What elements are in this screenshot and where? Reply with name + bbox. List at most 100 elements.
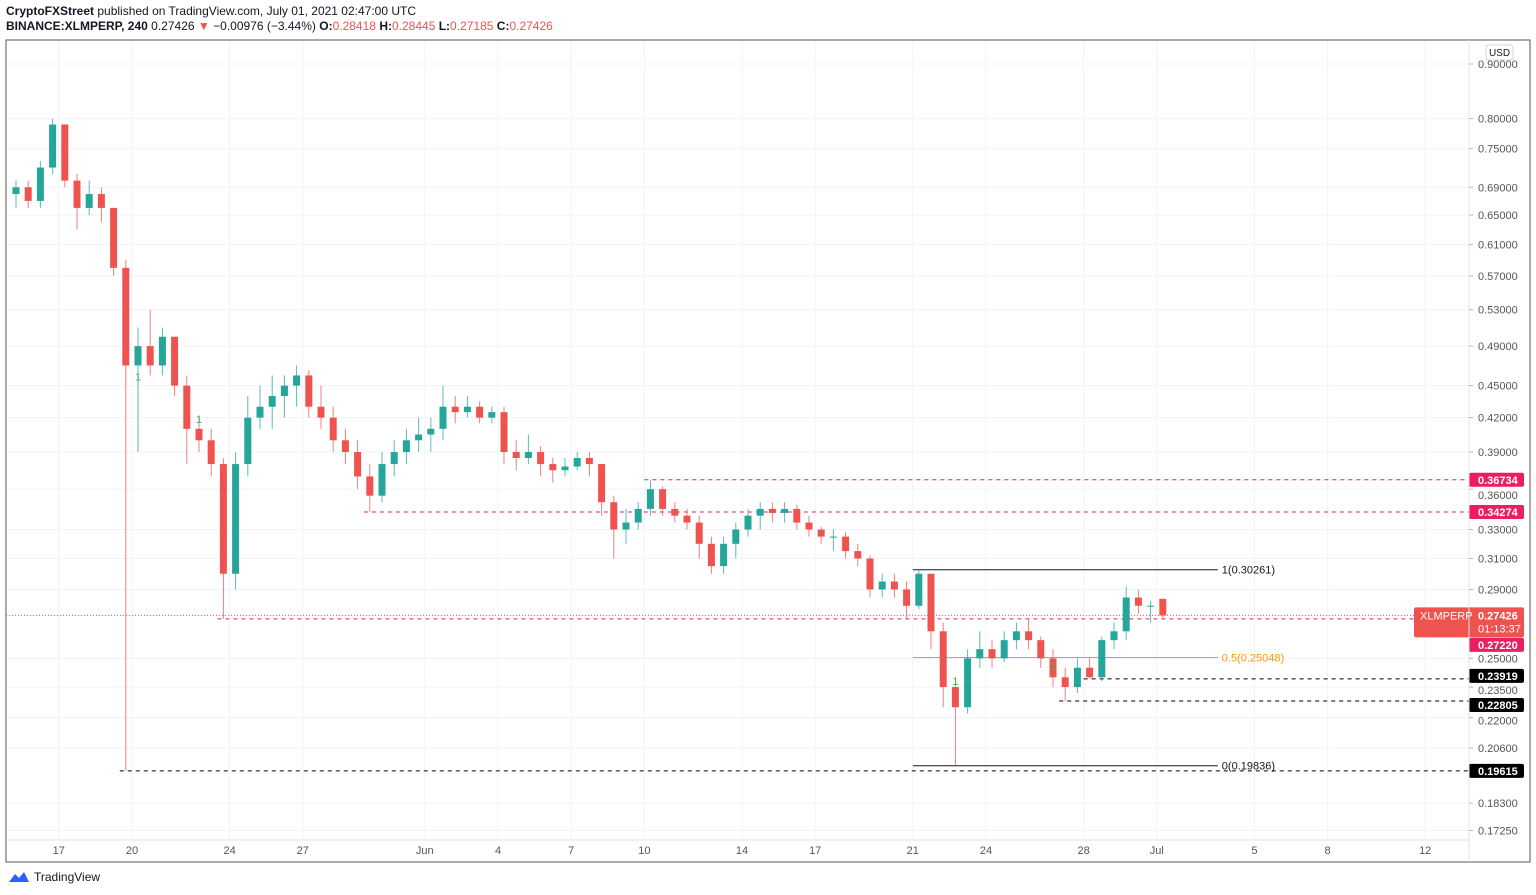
price-tick-label: 0.69000 (1478, 182, 1518, 194)
time-tick-label: 7 (568, 845, 574, 857)
candle-down (866, 558, 874, 590)
candle-up (256, 406, 264, 418)
candle-up (134, 346, 142, 366)
candle-down (512, 452, 520, 459)
price-tick-label: 0.18300 (1478, 798, 1518, 810)
level-price-badge (1469, 668, 1524, 683)
candle-down (537, 452, 545, 465)
low-value: 0.27185 (450, 19, 494, 33)
candle-down (842, 536, 850, 552)
candle-down (610, 502, 618, 530)
candle-up (1098, 640, 1106, 678)
price-tick-label: 0.39000 (1478, 447, 1518, 459)
time-tick-label: 24 (980, 845, 992, 857)
markers: 1 1 1 1 (135, 371, 1056, 688)
candle-up (232, 464, 240, 574)
level-price-badge (1469, 637, 1524, 652)
candle-down (341, 440, 349, 453)
candle-down (1025, 631, 1033, 641)
candle-up (829, 536, 837, 538)
time-tick-label: 24 (223, 845, 235, 857)
grid (6, 40, 1469, 840)
symbol-name[interactable]: BINANCE:XLMPERP, 240 (6, 19, 148, 33)
candle-down (219, 464, 227, 574)
price-tick-label: 0.75000 (1478, 144, 1518, 156)
horizontal-levels (6, 479, 1469, 772)
candle-up (1012, 631, 1020, 641)
level-price-label: 0.34274 (1478, 507, 1519, 519)
candle-down (329, 417, 337, 441)
candle-up (415, 434, 423, 441)
candle-up (634, 508, 642, 523)
candle-down (24, 187, 32, 201)
candle-up (488, 412, 496, 418)
candle-up (720, 543, 728, 567)
candle-up (402, 440, 410, 453)
candle-up (976, 649, 984, 659)
last-price: 0.27426 (151, 19, 195, 33)
price-tick-label: 0.65000 (1478, 210, 1518, 222)
candle-down (97, 194, 105, 208)
currency-label: USD (1489, 48, 1510, 59)
candle-down (1159, 598, 1167, 616)
candle-up (732, 529, 740, 544)
level-price-badge (1469, 472, 1524, 487)
time-tick-label: 28 (1077, 845, 1089, 857)
candle-up (878, 581, 886, 590)
brand-name: TradingView (34, 870, 101, 884)
candle-down (171, 336, 179, 386)
tradingview-logo[interactable]: TradingView (8, 870, 100, 884)
candle-down (1061, 677, 1069, 688)
open-label: O: (319, 19, 333, 33)
candle-down (598, 464, 606, 503)
current-price-label: 0.27426 (1478, 610, 1518, 622)
candle-down (146, 346, 154, 366)
candle-down (683, 515, 691, 523)
price-tick-label: 0.29000 (1478, 584, 1518, 596)
level-price-label: 0.23919 (1478, 671, 1518, 683)
candle-down (122, 267, 130, 366)
price-tick-label: 0.80000 (1478, 114, 1518, 126)
candle-up (378, 464, 386, 496)
candle-down (451, 406, 459, 413)
time-tick-label: 27 (297, 845, 309, 857)
price-axis[interactable] (1469, 40, 1530, 862)
candle-up (744, 515, 752, 530)
candle-down (354, 452, 362, 477)
candle-down (73, 180, 81, 208)
candle-down (549, 464, 557, 471)
price-tick-label: 0.42000 (1478, 413, 1518, 425)
candle-down (1049, 658, 1057, 678)
candle-up (439, 406, 447, 429)
candle-down (854, 551, 862, 559)
candle-up (1147, 605, 1155, 607)
candle-down (817, 529, 825, 537)
candle-down (695, 522, 703, 544)
price-tick-label: 0.45000 (1478, 381, 1518, 393)
open-value: 0.28418 (332, 19, 376, 33)
candle-up (244, 417, 252, 465)
high-value: 0.28445 (391, 19, 436, 33)
fibonacci-retracement[interactable]: 1(0.30261) 0.5(0.25048) 0(0.19836) (912, 565, 1284, 773)
published-text: published on TradingView.com, July 01, 2… (97, 4, 417, 18)
signal-marker: 1 (135, 371, 141, 383)
candle-up (646, 489, 654, 509)
level-price-label: 0.27220 (1478, 640, 1518, 652)
time-tick-label: 17 (809, 845, 821, 857)
bar-countdown-label: 01:13:37 (1478, 623, 1521, 635)
time-tick-label: 10 (638, 845, 650, 857)
time-tick-label: 8 (1325, 845, 1331, 857)
price-tick-label: 0.22000 (1478, 716, 1518, 728)
candle-down (305, 375, 313, 407)
currency-button[interactable]: USD (1485, 44, 1514, 61)
price-tick-label: 0.33000 (1478, 525, 1518, 537)
symbol-legend: BINANCE:XLMPERP, 240 0.27426 ▼ −0.00976 … (6, 19, 553, 33)
candle-up (756, 508, 764, 516)
candle-down (939, 631, 947, 688)
candle-down (988, 649, 996, 659)
candle-up (12, 187, 20, 195)
candle-up (293, 375, 301, 386)
candle-up (622, 522, 630, 530)
candle-up (781, 508, 789, 513)
